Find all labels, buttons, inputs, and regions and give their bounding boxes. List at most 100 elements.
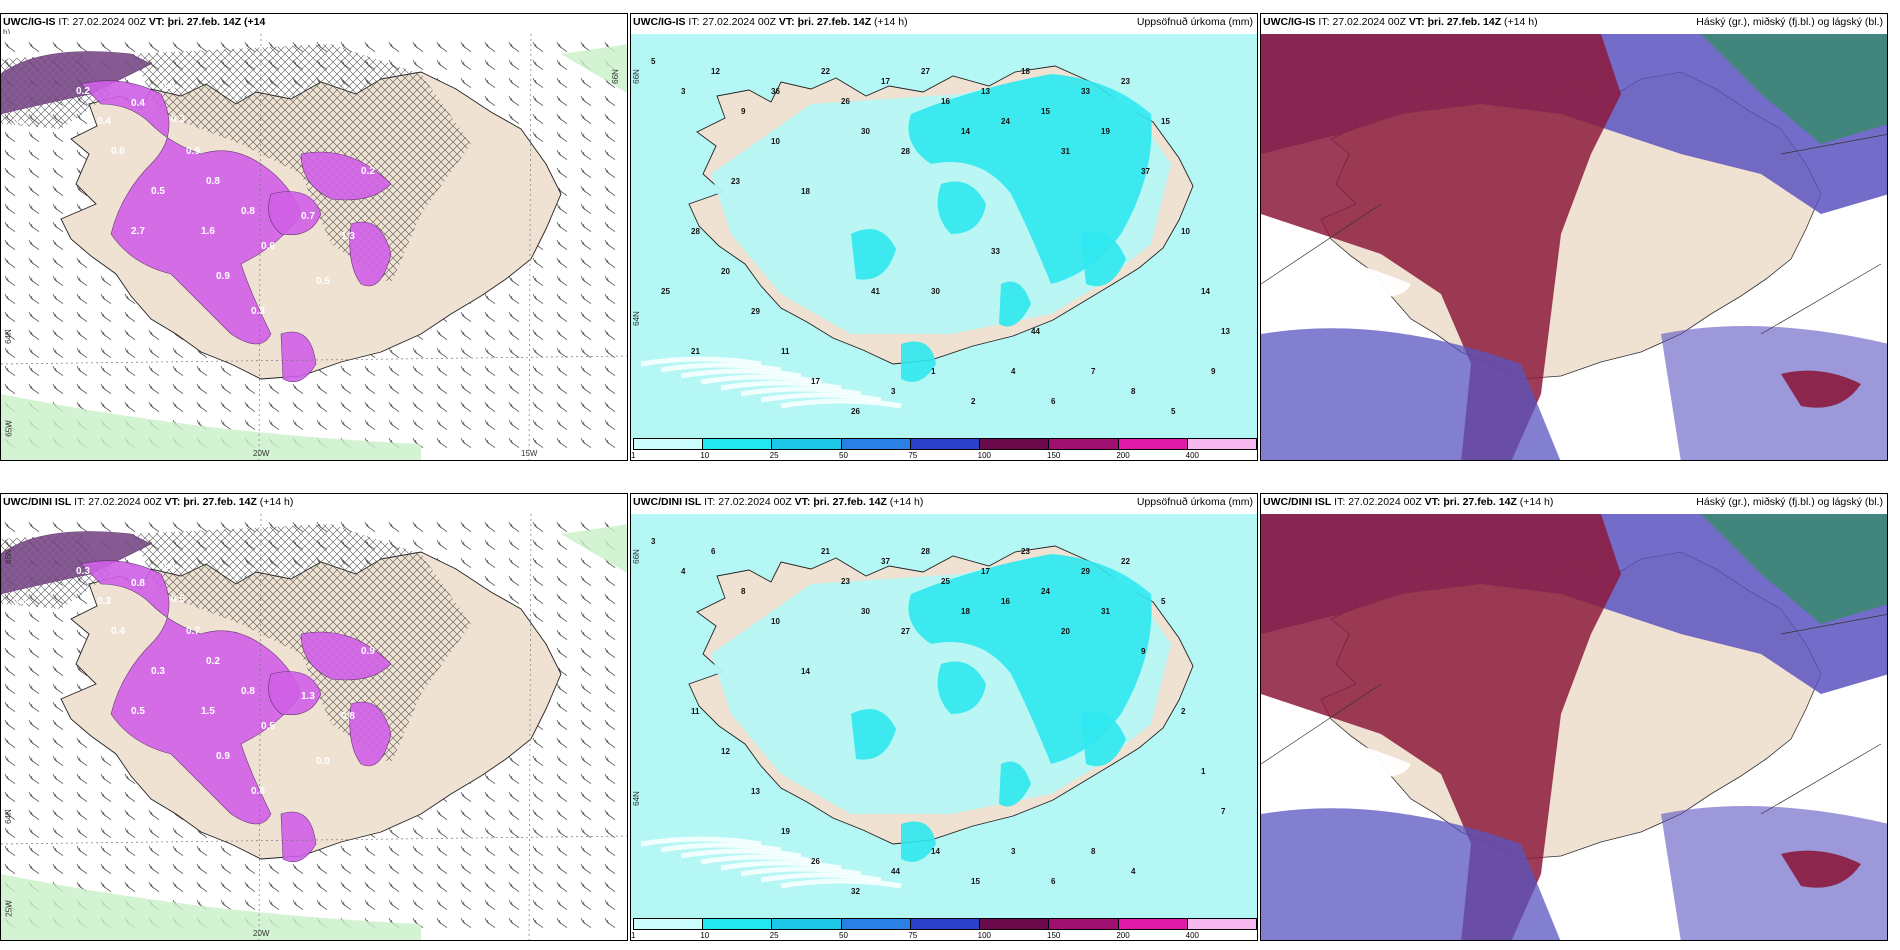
wind-barb-icon (52, 203, 64, 215)
precip-value-label: 27 (901, 627, 910, 636)
wind-barb-icon (4, 221, 16, 233)
wind-barb-icon (460, 365, 472, 377)
wind-barb-icon (460, 557, 472, 569)
wind-barb-icon (484, 575, 496, 587)
wind-barb-icon (604, 683, 616, 695)
wind-barb-icon (484, 311, 496, 323)
wind-barb-icon (556, 647, 568, 659)
dry-streak (720, 860, 842, 871)
cloud-map (1261, 34, 1887, 460)
legend-tick-label: 150 (1047, 931, 1061, 940)
precip-value-label: 6 (711, 547, 716, 556)
lead-time: (+14 h) (1504, 16, 1538, 28)
wind-barb-icon (484, 899, 496, 911)
wind-barb-icon (196, 863, 208, 875)
wind-barb-icon (508, 827, 520, 839)
wind-barb-icon (604, 311, 616, 323)
wind-barb-icon (604, 149, 616, 161)
wind-barb-icon (28, 827, 40, 839)
dry-streak (780, 398, 902, 409)
precip-value-label: 15 (971, 877, 980, 886)
wind-barb-icon (28, 521, 40, 533)
wind-barb-icon (4, 365, 16, 377)
wind-barb-icon (604, 593, 616, 605)
wind-barb-icon (76, 41, 88, 53)
wind-barb-icon (604, 575, 616, 587)
wind-barb-icon (580, 95, 592, 107)
wind-barb-icon (556, 347, 568, 359)
wind-barb-icon (436, 539, 448, 551)
wind-barb-icon (556, 131, 568, 143)
wind-speed-area (300, 151, 392, 201)
precip-value-label: 9 (741, 107, 746, 116)
wind-barb-icon (436, 863, 448, 875)
wind-barb-icon (532, 557, 544, 569)
wind-barb-icon (148, 809, 160, 821)
wind-value-label: 0.3 (13, 596, 27, 607)
wind-barb-icon (124, 383, 136, 395)
lat-label: 64N (631, 311, 641, 326)
wind-barb-icon (556, 239, 568, 251)
lat-label: 64N (3, 809, 13, 824)
wind-barb-icon (484, 437, 496, 449)
precip-value-label: 29 (751, 307, 760, 316)
legend-tick-label: 400 (1185, 931, 1200, 940)
graticule (1, 514, 627, 940)
wind-barb-icon (28, 311, 40, 323)
wind-barb-icon (124, 365, 136, 377)
wind-barb-icon (316, 419, 328, 431)
wind-barb-icon (508, 329, 520, 341)
wind-barb-icon (532, 293, 544, 305)
wind-barb-icon (580, 275, 592, 287)
precip-value-label: 22 (1121, 557, 1130, 566)
wind-barb-icon (124, 827, 136, 839)
wind-barb-icon (292, 419, 304, 431)
wind-value-label: 0.8 (131, 578, 145, 589)
wind-value-label: 0.9 (361, 646, 375, 657)
wind-barb-icon (76, 275, 88, 287)
wind-barb-icon (124, 293, 136, 305)
wind-barb-icon (172, 41, 184, 53)
wind-value-label: 0.2 (13, 116, 27, 127)
precip-value-label: 23 (841, 577, 850, 586)
green-area (1, 394, 421, 460)
wind-barb-icon (580, 899, 592, 911)
wind-barb-icon (556, 149, 568, 161)
wind-barb-icon (604, 629, 616, 641)
wind-barb-icon (508, 383, 520, 395)
wind-barb-icon (412, 521, 424, 533)
wind-barb-icon (604, 185, 616, 197)
wind-barb-icon (412, 365, 424, 377)
precip-value-label: 30 (861, 127, 870, 136)
wind-barb-icon (196, 845, 208, 857)
wind-barb-icon (4, 131, 16, 143)
wind-barb-icon (556, 419, 568, 431)
it-label: IT: (1318, 16, 1330, 28)
wind-barb-icon (172, 845, 184, 857)
wind-barb-icon (4, 149, 16, 161)
wind-barb-icon (100, 755, 112, 767)
wind-barb-icon (604, 95, 616, 107)
wind-barb-icon (460, 311, 472, 323)
wind-barb-icon (604, 167, 616, 179)
wind-map: 0.2 0.2 0.4 0.4 0.3 0.3 0.6 0.9 0.8 0.5 2.7 1.6 0.8 0… (1, 34, 627, 460)
wind-barb-icon (340, 845, 352, 857)
precip-value-label: 9 (1141, 647, 1146, 656)
wind-barb-icon (460, 827, 472, 839)
wind-barb-icon (52, 773, 64, 785)
wind-barb-icon (580, 329, 592, 341)
wind-barb-icon (4, 293, 16, 305)
wind-barb-icon (580, 827, 592, 839)
wind-barb-icon (484, 881, 496, 893)
wind-barb-icon (532, 383, 544, 395)
wind-barb-icon (196, 401, 208, 413)
wind-barb-icon (148, 845, 160, 857)
wind-speed-area (280, 811, 317, 863)
wind-value-label: 2.7 (131, 226, 145, 237)
wind-barb-icon (292, 401, 304, 413)
wind-barb-icon (124, 791, 136, 803)
wind-barb-icon (340, 365, 352, 377)
legend-colorbar (633, 918, 1257, 930)
wind-barb-icon (460, 59, 472, 71)
wind-barb-icon (484, 383, 496, 395)
